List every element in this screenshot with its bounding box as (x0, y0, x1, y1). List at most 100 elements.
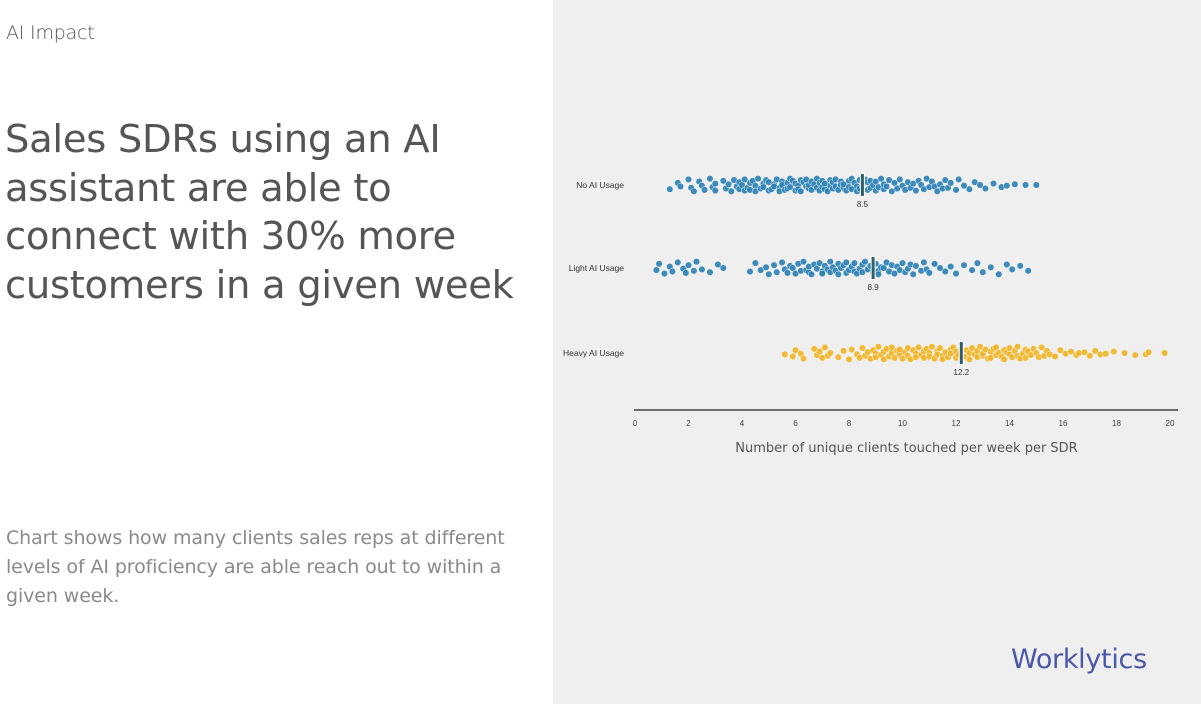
data-point (741, 175, 749, 183)
data-point (981, 184, 989, 193)
data-point (666, 185, 674, 193)
strip-chart: No AI Usage 8.5 Light AI Usage 8.9 Heavy AI … (563, 173, 1178, 456)
data-point (684, 261, 693, 269)
x-tick-label: 0 (633, 419, 638, 428)
data-point (976, 181, 984, 189)
data-point (1022, 181, 1030, 189)
data-point (890, 270, 899, 278)
median-label: 8.5 (857, 200, 869, 209)
data-point (818, 270, 826, 278)
data-point (973, 259, 981, 267)
data-point (1091, 347, 1099, 355)
data-point (684, 175, 693, 183)
data-point (674, 258, 682, 266)
x-tick-label: 16 (1059, 419, 1068, 428)
data-point (941, 267, 949, 276)
data-point (770, 261, 778, 269)
median-marker (959, 342, 963, 364)
data-point (968, 266, 976, 274)
data-point (692, 258, 701, 266)
data-point (1011, 180, 1019, 188)
data-point (936, 264, 944, 272)
data-point (1038, 343, 1046, 351)
data-point (783, 269, 792, 277)
data-point (840, 347, 848, 355)
x-tick-label: 12 (952, 419, 961, 428)
data-point (711, 180, 719, 188)
data-point (1131, 351, 1139, 359)
data-point (754, 175, 762, 183)
chart-caption: Chart shows how many clients sales reps … (6, 527, 505, 607)
data-point (989, 180, 998, 188)
data-point (960, 182, 968, 190)
data-point (834, 353, 842, 361)
data-point (762, 263, 770, 271)
data-point (1056, 346, 1064, 354)
data-point (1067, 348, 1075, 356)
data-point (1080, 348, 1088, 356)
data-point (925, 269, 933, 277)
data-point (1003, 182, 1011, 190)
data-point (706, 268, 714, 276)
data-point (791, 346, 800, 354)
x-tick-label: 18 (1112, 419, 1121, 428)
data-point (714, 260, 722, 269)
data-point (826, 349, 834, 357)
data-point (698, 265, 706, 273)
data-point (1013, 343, 1022, 351)
data-point (682, 269, 690, 277)
data-point (807, 270, 816, 278)
data-point (1145, 348, 1153, 356)
data-point (952, 270, 960, 278)
data-point (882, 182, 891, 190)
data-point (719, 264, 727, 272)
data-point (845, 355, 853, 363)
data-point (1008, 265, 1016, 273)
data-point (965, 185, 973, 193)
data-point (912, 187, 920, 195)
section-label: AI Impact (6, 22, 95, 44)
headline: Sales SDRs using an AI assistant are abl… (5, 117, 514, 308)
data-point (773, 268, 781, 276)
data-point (765, 270, 773, 278)
data-point (931, 260, 939, 268)
data-point (1024, 267, 1032, 275)
data-point (1051, 352, 1059, 361)
data-point (1110, 348, 1118, 356)
x-tick-label: 2 (686, 419, 691, 428)
data-point (896, 175, 904, 183)
data-point (660, 270, 668, 278)
x-axis-title: Number of unique clients touched per wee… (735, 441, 1077, 456)
data-point (778, 258, 786, 266)
series-label: Light AI Usage (569, 263, 625, 273)
data-point (816, 348, 824, 356)
median-marker (871, 257, 875, 279)
data-point (920, 258, 928, 266)
data-point (789, 352, 797, 361)
data-point (690, 267, 698, 275)
data-point (842, 258, 850, 266)
data-point (727, 187, 735, 195)
data-point (952, 186, 960, 194)
x-tick-label: 4 (740, 419, 745, 428)
worklytics-logo: Worklytics (1011, 644, 1147, 675)
data-point (799, 355, 808, 363)
left-panel: AI Impact Sales SDRs using an AI assista… (0, 0, 553, 704)
data-point (947, 263, 955, 271)
data-point (821, 343, 829, 351)
data-point (751, 259, 759, 267)
data-point (888, 343, 896, 351)
data-point (690, 187, 698, 195)
data-point (725, 180, 733, 188)
data-point (1000, 355, 1008, 363)
data-point (655, 260, 663, 268)
data-point (1016, 262, 1024, 270)
data-point (797, 187, 805, 195)
data-point (874, 343, 882, 351)
data-point (1003, 260, 1011, 269)
x-tick-label: 10 (898, 419, 907, 428)
data-point (781, 350, 789, 358)
data-point (909, 270, 917, 278)
series-label: Heavy AI Usage (563, 348, 624, 358)
data-point (987, 263, 995, 271)
